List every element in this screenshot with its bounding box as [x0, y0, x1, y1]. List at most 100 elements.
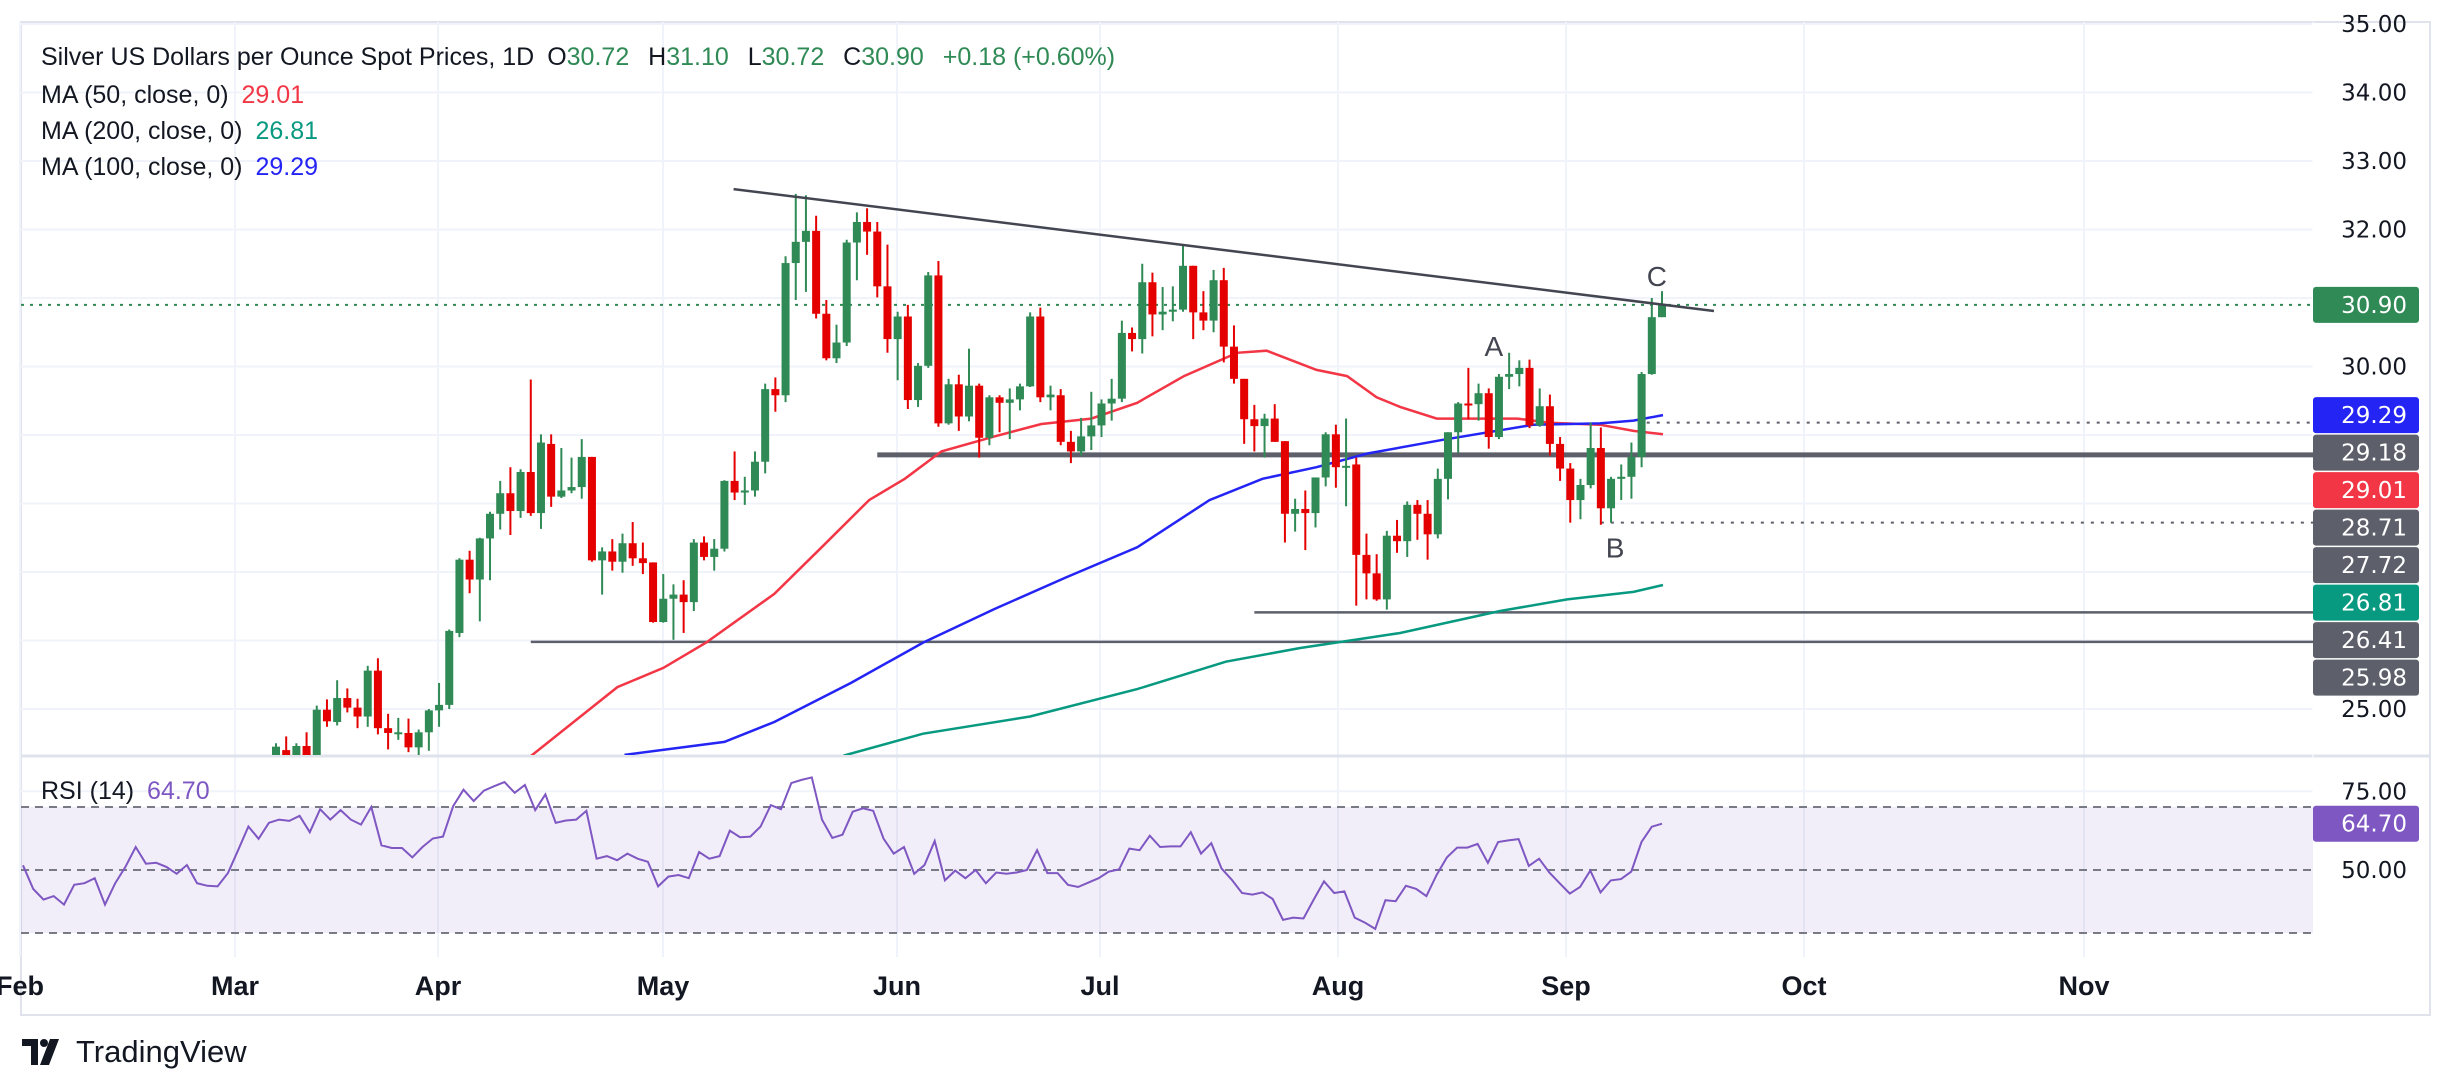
candle [598, 547, 607, 595]
price-badge-bg [2313, 286, 2419, 323]
candle-body [934, 275, 943, 424]
time-axis[interactable]: Feb Mar Apr May Jun Jul Aug Sep Oct Nov [0, 971, 2110, 1001]
candle-body [812, 230, 821, 314]
symbol-title[interactable]: Silver US Dollars per Ounce Spot Prices,… [41, 43, 535, 71]
low-label: L [747, 43, 762, 71]
candle [516, 469, 525, 518]
candle [903, 304, 912, 409]
candle [1566, 463, 1575, 523]
candle [475, 537, 484, 622]
candle [1301, 490, 1310, 551]
candle [1576, 478, 1585, 520]
legend-ma200[interactable]: MA (200, close, 0) 26.81 [41, 116, 324, 146]
candle-body [1443, 432, 1452, 479]
rsi-axis[interactable]: 75.00 50.00 64.70 [2313, 779, 2419, 884]
price-pane[interactable]: A B C [21, 187, 2313, 764]
candle-body [1077, 436, 1086, 452]
rsi-pane[interactable] [21, 776, 2313, 934]
candle [322, 699, 331, 727]
candle [1036, 307, 1045, 403]
price-tick-label: 35.00 [2341, 12, 2407, 38]
candle-body [1199, 312, 1208, 321]
price-tick-label: 34.00 [2341, 81, 2407, 107]
candle-body [496, 493, 505, 514]
price-axis[interactable]: 35.00 34.00 33.00 32.00 30.00 25.00 30.90 29.29… [2313, 12, 2419, 723]
candle [292, 743, 301, 755]
price-badge: 26.81 [2313, 584, 2419, 621]
price-badge: 29.18 [2313, 434, 2419, 471]
candle [1443, 432, 1452, 500]
price-badge-label: 29.01 [2341, 478, 2407, 504]
price-badge-label: 26.41 [2341, 628, 2407, 654]
candle-body [404, 732, 413, 748]
price-tick-label: 32.00 [2341, 218, 2407, 244]
candle [1199, 291, 1208, 331]
candle-body [1138, 282, 1147, 340]
annotation-c: C [1647, 261, 1667, 292]
time-tick-label: Jul [1080, 971, 1119, 1001]
legend-rsi[interactable]: RSI (14) 64.70 [41, 776, 216, 806]
candle-body [1158, 311, 1167, 315]
candle [557, 448, 566, 499]
candle [1505, 352, 1514, 390]
candle-body [516, 471, 525, 512]
candle [353, 698, 362, 729]
legend-ma50[interactable]: MA (50, close, 0) 29.01 [41, 80, 310, 110]
candle [1607, 476, 1616, 523]
high-value: 31.10 [666, 43, 729, 71]
candle [506, 467, 515, 536]
candle-body [679, 594, 688, 603]
candle-body [414, 732, 423, 748]
candle [1087, 391, 1096, 451]
candle-body [1260, 418, 1269, 427]
legend-ma100[interactable]: MA (100, close, 0) 29.29 [41, 152, 324, 182]
candle-body [608, 551, 617, 562]
candle-body [883, 286, 892, 340]
candle-body [282, 750, 291, 755]
candle-body [557, 490, 566, 497]
time-tick-label: Mar [211, 971, 260, 1001]
candle-body [272, 746, 280, 755]
candle-body [649, 562, 658, 623]
time-tick-label: Apr [415, 971, 462, 1001]
candle-body [893, 316, 902, 340]
candles [272, 193, 1666, 755]
candle [832, 324, 841, 364]
candle-body [710, 548, 719, 557]
tradingview-logo[interactable]: TradingView [22, 1034, 247, 1070]
candle-body [761, 389, 770, 462]
candle-body [1117, 332, 1126, 399]
candle [567, 457, 576, 494]
candle-body [1403, 504, 1412, 542]
candle [1382, 530, 1391, 610]
price-badge: 28.71 [2313, 509, 2419, 546]
candle-body [1525, 367, 1534, 426]
candle [1097, 399, 1106, 438]
candle [750, 451, 759, 497]
candle [618, 533, 627, 573]
candle [1331, 424, 1340, 488]
candle-body [1433, 478, 1442, 535]
candle [822, 300, 831, 361]
candle [1433, 468, 1442, 539]
candle [536, 434, 545, 529]
price-badge: 29.01 [2313, 472, 2419, 509]
candle-body [547, 443, 556, 497]
candle-body [924, 275, 933, 366]
candle-body [1382, 535, 1391, 600]
candle [1066, 430, 1075, 464]
candle [914, 363, 923, 407]
candle [1107, 378, 1116, 421]
low-value: 30.72 [761, 43, 825, 71]
candle-body [1393, 535, 1402, 542]
candle-body [700, 542, 709, 557]
candle-body [1342, 465, 1351, 468]
candle [1494, 374, 1503, 440]
candle-body [965, 385, 973, 417]
candle-body [322, 709, 331, 722]
candle-body [730, 480, 739, 493]
candle [465, 550, 474, 594]
candle [1250, 404, 1259, 452]
candle-body [1637, 374, 1646, 457]
